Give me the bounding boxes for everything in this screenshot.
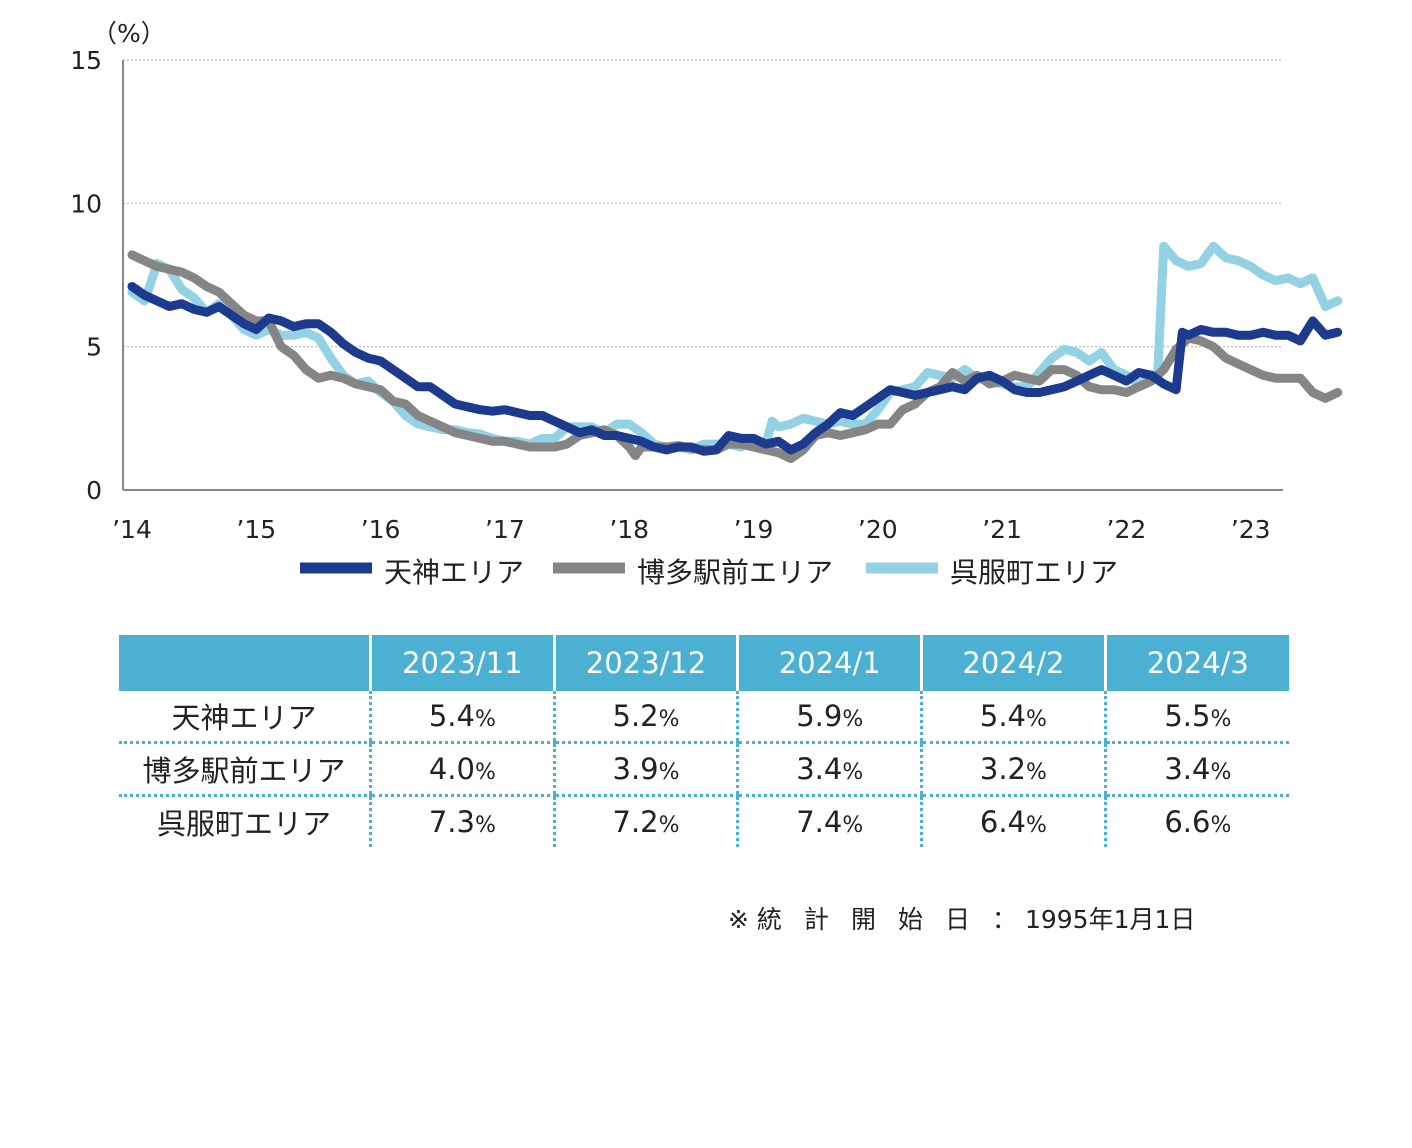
table-cell: 7.2%	[552, 795, 738, 847]
series-line-2	[127, 241, 1343, 455]
cell-unit: %	[842, 707, 864, 732]
legend-label: 博多駅前エリア	[637, 556, 833, 589]
series-line-0	[127, 282, 1343, 456]
x-tick-label: ’18	[609, 515, 649, 544]
cell-value: 5.4	[979, 699, 1027, 733]
table-cell: 5.4%	[920, 691, 1106, 744]
x-tick-labels: ’14 ’15 ’16 ’17 ’18 ’19 ’20 ’21 ’22 ’23	[112, 515, 1270, 544]
table-cell: 3.2%	[920, 742, 1106, 797]
x-tick-label: ’20	[858, 515, 898, 544]
series-lines	[127, 241, 1343, 463]
cell-value: 3.2	[979, 752, 1027, 786]
table-cell: 5.9%	[736, 691, 922, 744]
table-cell: 3.4%	[1103, 742, 1289, 797]
data-table: 2023/11 2023/12 2024/1 2024/2 2024/3 天神エ…	[119, 635, 1289, 847]
series-line-1	[127, 250, 1343, 463]
legend-label: 呉服町エリア	[950, 556, 1118, 589]
cell-value: 5.9	[796, 699, 843, 733]
y-tick-label: 10	[70, 189, 102, 218]
cell-unit: %	[474, 707, 496, 732]
row-label: 呉服町エリア	[156, 807, 331, 841]
cell-value: 5.2	[612, 699, 659, 733]
table-cell: 5.2%	[552, 691, 738, 744]
cell-value: 6.6	[1164, 805, 1211, 839]
x-tick-label: ’14	[112, 515, 152, 544]
cell-unit: %	[658, 760, 680, 785]
y-tick-label: 5	[86, 333, 102, 362]
cell-value: 3.9	[612, 752, 659, 786]
note-mark: ※	[728, 905, 749, 934]
axes	[122, 60, 1283, 491]
table-body: 天神エリア 5.4% 5.2% 5.9% 5.4% 5.5% 博多駅前エリア 4.0% 3.9%…	[119, 691, 1289, 847]
cell-value: 5.4	[428, 699, 475, 733]
table-cell: 5.5%	[1103, 691, 1289, 744]
table-cell: 6.4%	[920, 795, 1106, 847]
row-label: 天神エリア	[119, 691, 371, 744]
cell-unit: %	[1210, 707, 1232, 732]
cell-unit: %	[1210, 813, 1232, 838]
cell-value: 6.4	[979, 805, 1027, 839]
cell-unit: %	[474, 760, 496, 785]
statistics-start-note: ※ 統計開始日： 1995年1月1日	[728, 900, 1195, 936]
x-tick-label: ’21	[982, 515, 1022, 544]
line-chart: （%） 0 5 10 15 ’14 ’15 ’16 ’17 ’18 ’19 ’20 ’21 ’22 ’2…	[70, 19, 1343, 589]
cell-value: 7.3	[428, 805, 475, 839]
cell-unit: %	[842, 760, 864, 785]
table-header-cell: 2023/12	[552, 635, 738, 691]
x-tick-label: ’22	[1107, 515, 1147, 544]
y-tick-label: 15	[70, 46, 102, 75]
table-header-cell: 2023/11	[369, 635, 555, 691]
y-tick-label: 0	[86, 476, 102, 505]
table-row: 呉服町エリア 7.3% 7.2% 7.4% 6.4% 6.6%	[119, 795, 1289, 847]
legend: 天神エリア 博多駅前エリア 呉服町エリア	[300, 556, 1118, 589]
cell-value: 7.4	[796, 805, 843, 839]
note-label: 統計開始日	[756, 905, 992, 934]
cell-value: 3.4	[796, 752, 843, 786]
x-tick-label: ’16	[361, 515, 401, 544]
table-row: 博多駅前エリア 4.0% 3.9% 3.4% 3.2% 3.4%	[119, 742, 1289, 797]
cell-unit: %	[1026, 707, 1047, 732]
cell-value: 7.2	[612, 805, 659, 839]
table-cell: 4.0%	[369, 742, 555, 797]
cell-unit: %	[1026, 813, 1047, 838]
cell-unit: %	[658, 707, 680, 732]
table-header-cell: 2024/1	[736, 635, 922, 691]
table-cell: 3.9%	[552, 742, 738, 797]
table-header-row: 2023/11 2023/12 2024/1 2024/2 2024/3	[119, 635, 1289, 691]
gridlines	[123, 59, 1283, 348]
cell-unit: %	[474, 813, 496, 838]
y-unit-label: （%）	[92, 19, 166, 48]
x-tick-label: ’23	[1231, 515, 1271, 544]
y-tick-labels: 0 5 10 15	[70, 46, 102, 505]
table-row: 天神エリア 5.4% 5.2% 5.9% 5.4% 5.5%	[119, 691, 1289, 744]
table-cell: 7.4%	[736, 795, 922, 847]
cell-value: 4.0	[428, 752, 475, 786]
cell-value: 3.4	[1164, 752, 1211, 786]
cell-unit: %	[842, 813, 864, 838]
table-header-cell	[119, 635, 371, 691]
cell-unit: %	[1026, 760, 1047, 785]
note-value: 1995年1月1日	[1024, 905, 1196, 934]
x-tick-label: ’17	[485, 515, 525, 544]
x-tick-label: ’19	[734, 515, 774, 544]
table-header-cell: 2024/3	[1103, 635, 1289, 691]
cell-unit: %	[1210, 760, 1232, 785]
x-tick-label: ’15	[236, 515, 276, 544]
cell-value: 5.5	[1164, 699, 1211, 733]
table-cell: 6.6%	[1103, 795, 1289, 847]
note-separator: ：	[991, 905, 1017, 934]
row-label: 博多駅前エリア	[119, 742, 371, 797]
cell-unit: %	[658, 813, 680, 838]
table-cell: 7.3%	[369, 795, 555, 847]
table-cell: 3.4%	[736, 742, 922, 797]
legend-label: 天神エリア	[384, 556, 524, 589]
table-header-cell: 2024/2	[920, 635, 1106, 691]
table-cell: 5.4%	[369, 691, 555, 744]
